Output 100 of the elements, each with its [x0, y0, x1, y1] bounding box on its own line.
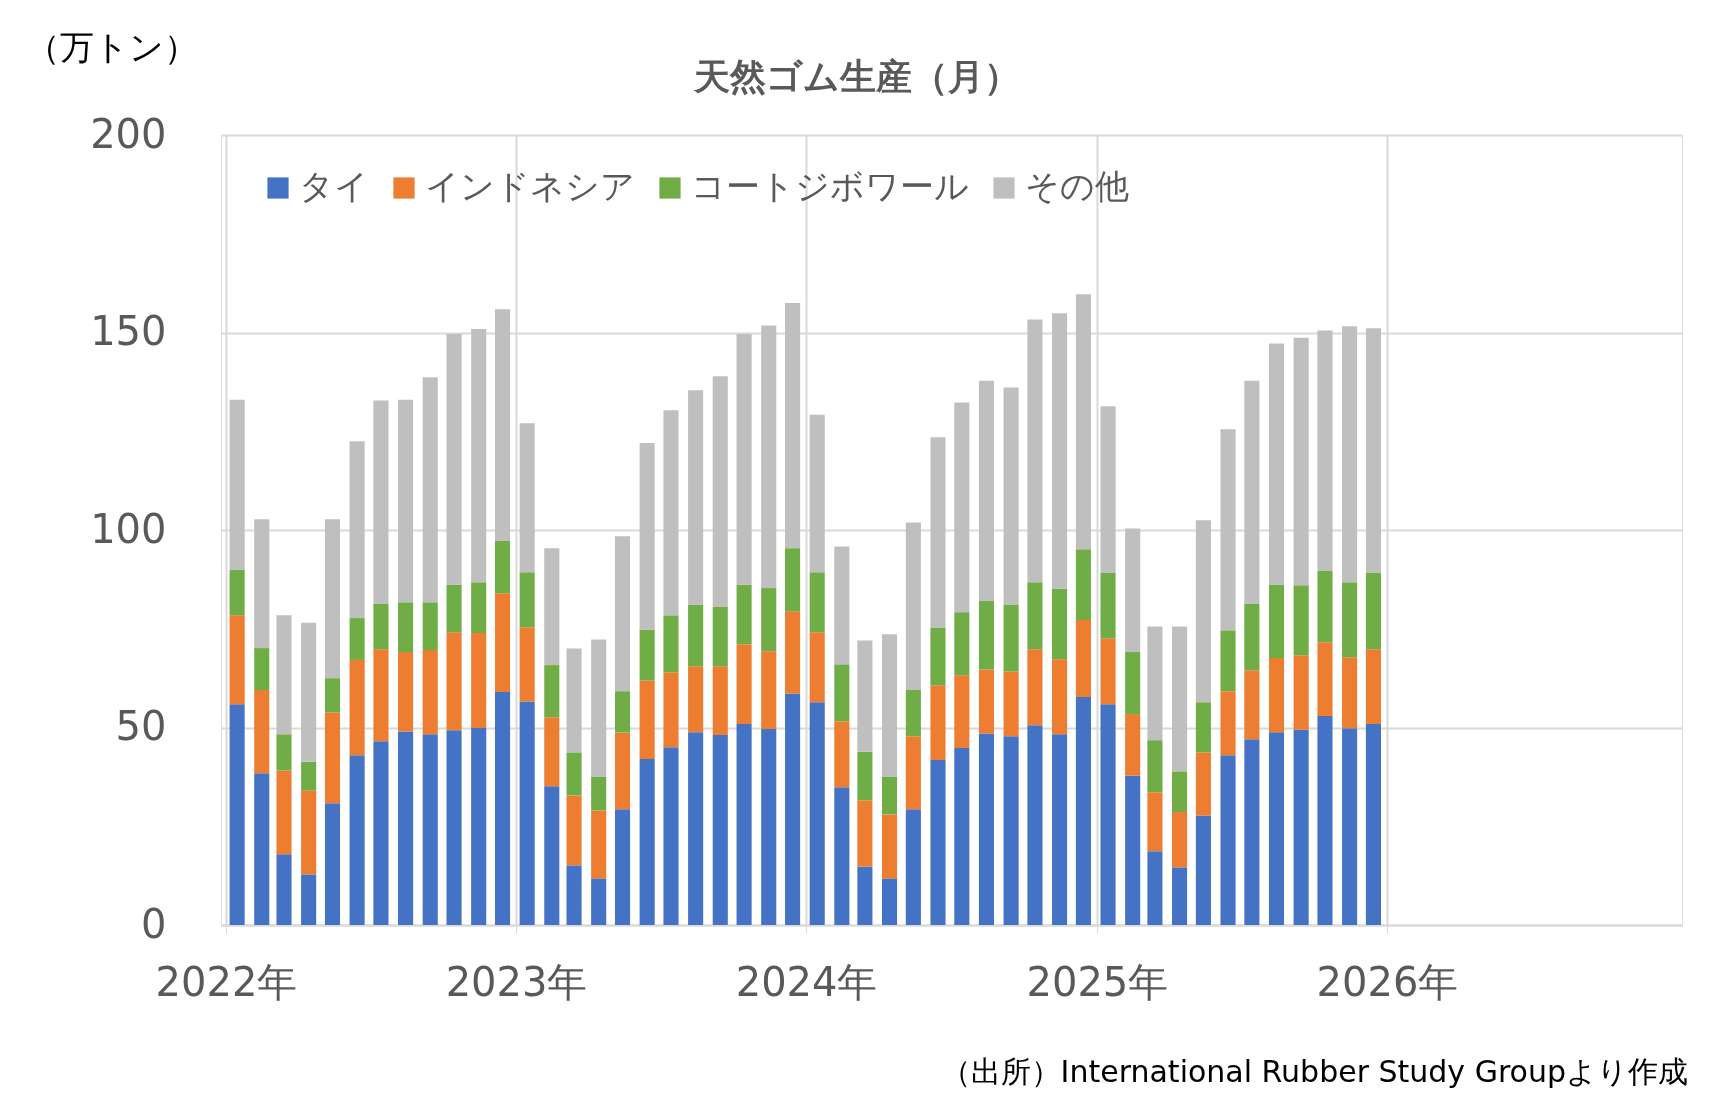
- bar: [349, 441, 365, 619]
- bar: [276, 770, 292, 855]
- bar: [881, 776, 898, 815]
- bar: [1100, 573, 1116, 639]
- bar: [663, 410, 679, 616]
- bar: [1244, 380, 1260, 604]
- bar: [446, 632, 462, 731]
- bar: [930, 627, 946, 686]
- bar: [519, 627, 535, 702]
- bar: [639, 680, 655, 760]
- bar: [1365, 573, 1381, 650]
- bar: [1365, 723, 1381, 925]
- bar: [809, 632, 825, 703]
- bar: [276, 734, 292, 771]
- bar: [1027, 582, 1043, 650]
- bar: [591, 878, 607, 925]
- bar: [373, 603, 389, 650]
- bar: [519, 572, 535, 628]
- bar: [881, 814, 898, 879]
- bar: [1244, 739, 1260, 925]
- bar: [398, 602, 414, 653]
- bar: [1147, 851, 1163, 925]
- y-tick-label: 100: [90, 505, 167, 552]
- bar: [785, 693, 801, 925]
- bar: [1100, 406, 1116, 574]
- bar: [324, 519, 341, 679]
- bar: [349, 618, 365, 660]
- bar: [1003, 671, 1019, 737]
- bar: [639, 629, 655, 681]
- bar: [519, 701, 535, 925]
- bar: [688, 604, 704, 667]
- legend-label: インドネシア: [425, 166, 635, 206]
- bar: [591, 776, 607, 811]
- bar: [834, 721, 850, 788]
- bar: [398, 652, 414, 732]
- bar: [1195, 702, 1211, 753]
- bar: [785, 548, 801, 612]
- bar: [1172, 812, 1188, 868]
- bar: [1268, 657, 1285, 733]
- bar: [663, 615, 679, 673]
- bar: [614, 809, 631, 925]
- bar: [373, 741, 389, 925]
- bar: [373, 400, 389, 604]
- bar: [761, 651, 777, 730]
- bar: [422, 602, 438, 651]
- bar: [736, 584, 752, 645]
- bar: [736, 334, 752, 585]
- bar: [1293, 585, 1309, 656]
- x-tick-label: 2023年: [445, 958, 588, 1005]
- bar: [1172, 771, 1188, 813]
- bar: [761, 325, 777, 589]
- bar: [954, 612, 970, 676]
- bar: [591, 810, 607, 879]
- bar: [905, 522, 921, 690]
- bar: [688, 390, 704, 605]
- bar: [254, 519, 270, 649]
- bar: [881, 634, 898, 777]
- bar: [1003, 736, 1019, 925]
- bar: [544, 786, 560, 925]
- bar: [1052, 313, 1068, 589]
- bar: [254, 648, 270, 690]
- bar: [1052, 659, 1068, 735]
- bar: [422, 650, 438, 735]
- bar: [954, 402, 970, 613]
- bar: [544, 548, 560, 666]
- bar: [688, 732, 704, 925]
- y-axis-title: （万トン）: [25, 26, 198, 67]
- bar: [954, 675, 970, 749]
- bar: [398, 399, 414, 603]
- bar: [736, 723, 752, 925]
- bar: [1125, 714, 1141, 776]
- bar: [373, 649, 389, 742]
- bar: [519, 423, 535, 573]
- bar: [324, 803, 341, 925]
- bar: [1147, 740, 1163, 793]
- bar: [229, 569, 245, 616]
- bar: [1268, 584, 1285, 658]
- bar: [276, 854, 292, 925]
- bar: [712, 735, 728, 925]
- bar: [1293, 729, 1309, 925]
- bar: [1220, 691, 1236, 756]
- x-tick-label: 2022年: [155, 958, 298, 1005]
- bar: [978, 669, 995, 734]
- bar: [857, 640, 873, 752]
- bar: [1003, 387, 1019, 606]
- bar: [1100, 704, 1116, 925]
- bar: [254, 773, 270, 925]
- bar: [905, 809, 921, 925]
- bar: [857, 751, 873, 801]
- bar: [422, 377, 438, 603]
- bar: [229, 399, 245, 570]
- bar: [566, 648, 582, 753]
- bar: [1317, 330, 1333, 572]
- x-tick-label: 2025年: [1026, 958, 1169, 1005]
- bar: [1195, 815, 1211, 925]
- bar: [639, 759, 655, 925]
- bar: [930, 685, 946, 760]
- bar: [301, 761, 317, 791]
- bar: [446, 730, 462, 925]
- bar: [1317, 571, 1333, 643]
